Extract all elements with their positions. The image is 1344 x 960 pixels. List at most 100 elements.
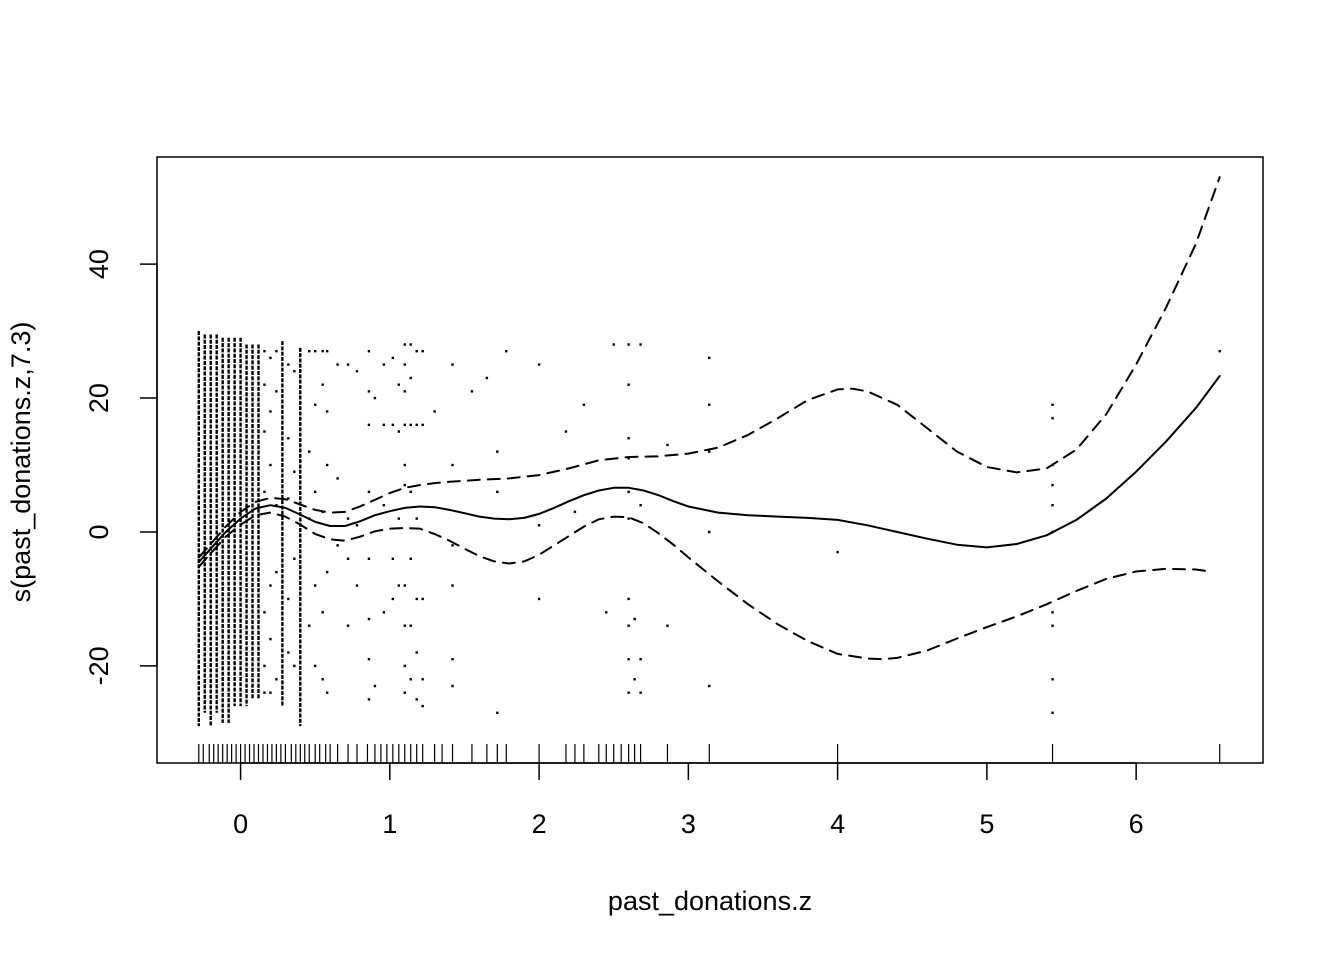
scatter-point: [421, 597, 424, 601]
scatter-point: [708, 530, 711, 534]
y-tick-label: 20: [84, 383, 114, 413]
scatter-point: [627, 658, 630, 661]
x-tick-label: 4: [830, 809, 845, 839]
scatter-point: [325, 410, 329, 413]
scatter-point: [263, 691, 266, 694]
scatter-point: [403, 624, 406, 627]
scatter-point: [627, 597, 630, 601]
scatter-point: [627, 490, 630, 494]
scatter-point: [293, 470, 296, 473]
scatter-point: [409, 343, 412, 346]
scatter-point: [605, 611, 608, 614]
scatter-point: [382, 423, 386, 427]
scatter-point: [403, 390, 406, 393]
scatter-point: [708, 403, 711, 406]
scatter-point: [415, 698, 418, 701]
scatter-point: [275, 390, 278, 393]
scatter-point: [627, 691, 630, 694]
scatter-point: [346, 517, 350, 520]
scatter-point: [367, 390, 371, 393]
scatter-point: [293, 557, 296, 560]
scatter-point: [537, 363, 541, 366]
x-tick-label: 0: [233, 809, 248, 839]
scatter-point: [415, 349, 418, 353]
scatter-point: [321, 678, 324, 681]
scatter-point: [564, 430, 568, 433]
confidence-band-line: [197, 511, 1212, 661]
scatter-points: [197, 331, 1221, 727]
scatter-point: [263, 349, 266, 353]
scatter-point: [287, 363, 290, 366]
scatter-point: [275, 678, 278, 681]
scatter-point: [325, 463, 329, 467]
scatter-point: [403, 343, 406, 346]
scatter-point: [1051, 483, 1054, 487]
scatter-point: [403, 483, 406, 487]
scatter-point: [321, 349, 324, 353]
scatter-point: [367, 698, 371, 701]
scatter-point: [1051, 678, 1054, 681]
scatter-point: [403, 584, 406, 587]
scatter-point: [627, 457, 630, 460]
scatter-point: [391, 423, 395, 427]
scatter-point: [639, 503, 642, 507]
scatter-point: [573, 510, 577, 514]
smooth-lines: [197, 176, 1221, 661]
y-tick-label: 40: [84, 249, 114, 279]
scatter-point: [409, 423, 412, 427]
scatter-point: [263, 430, 266, 433]
scatter-point: [612, 343, 615, 346]
x-axis: 0 1 2 3 4 5 6: [233, 762, 1144, 839]
scatter-point: [409, 624, 412, 627]
scatter-point: [269, 463, 272, 467]
scatter-point: [708, 450, 711, 453]
scatter-point: [275, 503, 278, 507]
scatter-point: [415, 651, 418, 654]
scatter-point: [367, 617, 371, 621]
scatter-point: [409, 678, 412, 681]
scatter-point: [263, 664, 266, 668]
confidence-band-line: [197, 176, 1221, 559]
scatter-point: [421, 678, 424, 681]
scatter-point: [836, 550, 839, 554]
scatter-point: [314, 403, 317, 406]
scatter-point: [485, 376, 489, 380]
scatter-point: [355, 524, 359, 527]
scatter-point: [666, 443, 669, 447]
scatter-point: [287, 651, 290, 654]
scatter-point: [321, 383, 324, 386]
scatter-point: [627, 383, 630, 386]
scatter-point: [627, 624, 630, 627]
scatter-point: [321, 611, 324, 614]
y-tick-label: 0: [84, 524, 114, 539]
scatter-point: [355, 370, 359, 373]
scatter-point: [1051, 624, 1054, 627]
scatter-point: [421, 704, 424, 708]
y-axis: -20 0 20 40: [84, 249, 158, 685]
scatter-point: [391, 557, 395, 560]
scatter-point: [451, 363, 454, 366]
scatter-point: [336, 477, 339, 480]
scatter-point: [325, 570, 329, 574]
scatter-point: [367, 658, 371, 661]
scatter-point: [403, 423, 406, 427]
scatter-point: [1051, 403, 1054, 406]
scatter-point: [346, 363, 350, 366]
scatter-point: [633, 617, 636, 621]
scatter-point: [708, 684, 711, 688]
scatter-point: [403, 463, 406, 467]
scatter-point: [293, 664, 296, 668]
scatter-point: [308, 349, 311, 353]
scatter-point: [269, 410, 272, 413]
scatter-point: [382, 611, 386, 614]
scatter-point: [451, 584, 454, 587]
scatter-point: [293, 370, 296, 373]
scatter-point: [397, 517, 400, 520]
scatter-point: [308, 450, 311, 453]
scatter-point: [409, 376, 412, 380]
scatter-point: [269, 691, 272, 694]
scatter-point: [287, 437, 290, 440]
scatter-point: [269, 584, 272, 587]
scatter-point: [496, 711, 499, 714]
